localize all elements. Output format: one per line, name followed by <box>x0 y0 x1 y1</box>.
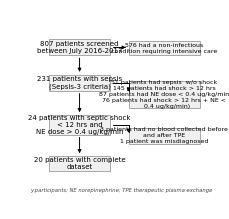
Text: 51 patients had sepsis  w/o shock
145 patients had shock > 12 hrs
87 patients ha: 51 patients had sepsis w/o shock 145 pat… <box>99 80 228 109</box>
FancyBboxPatch shape <box>49 75 109 91</box>
Text: 20 patients with complete
dataset: 20 patients with complete dataset <box>34 157 125 170</box>
Text: 576 had a non-infectious
condition requiring intensive care: 576 had a non-infectious condition requi… <box>111 43 216 54</box>
FancyBboxPatch shape <box>128 81 199 108</box>
FancyBboxPatch shape <box>49 115 109 135</box>
FancyBboxPatch shape <box>128 41 199 55</box>
Text: 3 patients had no blood collected before
and after TPE
1 patient was misdiagnose: 3 patients had no blood collected before… <box>100 127 227 144</box>
Text: y participants; NE norepinephrine; TPE therapeutic plasma exchange: y participants; NE norepinephrine; TPE t… <box>30 188 212 193</box>
FancyBboxPatch shape <box>49 39 109 55</box>
FancyBboxPatch shape <box>128 128 199 144</box>
Text: 231 patients with sepsis
(Sepsis-3 criteria): 231 patients with sepsis (Sepsis-3 crite… <box>37 76 122 90</box>
Text: 807 patients screened
between July 2016-2017: 807 patients screened between July 2016-… <box>37 41 122 54</box>
Text: 24 patients with septic shock
< 12 hrs and
NE dose > 0.4 ug/kg/min: 24 patients with septic shock < 12 hrs a… <box>28 115 130 135</box>
FancyBboxPatch shape <box>49 156 109 171</box>
